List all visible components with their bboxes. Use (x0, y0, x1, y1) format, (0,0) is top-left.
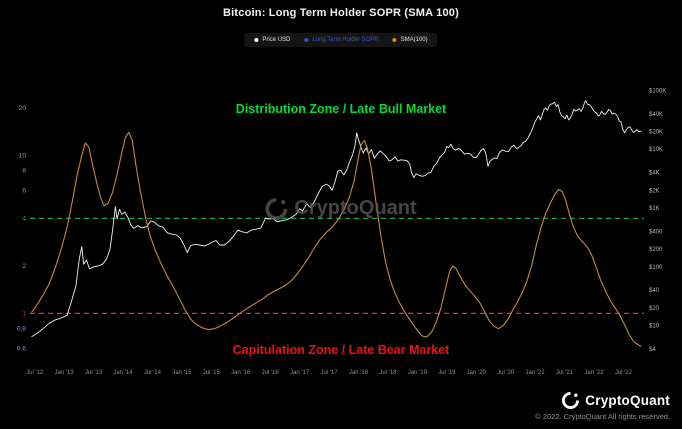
brand-row: CryptoQuant (535, 392, 670, 409)
left-axis-tick-label: 10 (19, 152, 27, 159)
brand-name: CryptoQuant (585, 393, 670, 408)
x-axis-tick-label: Jul '16 (262, 370, 280, 376)
right-axis-tick-label: $2K (649, 188, 660, 194)
x-axis-tick-label: Jan '13 (55, 370, 75, 376)
right-axis-tick-label: $100 (649, 265, 663, 271)
chart-legend: Price USD Long Term Holder SOPR SMA(100) (244, 33, 438, 47)
right-axis-tick-label: $4 (649, 347, 656, 353)
right-axis-tick-label: $400 (649, 229, 663, 235)
capitulation-zone-label: Capitulation Zone / Late Bear Market (232, 343, 450, 357)
x-axis-tick-label: Jan '19 (408, 370, 428, 376)
legend-dot-icon (392, 38, 397, 42)
right-axis-tick-label: $20 (649, 306, 660, 312)
x-axis-tick-label: Jul '20 (497, 370, 515, 376)
x-axis-tick-label: Jan '20 (467, 370, 487, 376)
x-axis-tick-label: Jul '21 (556, 370, 574, 376)
legend-dot-icon (304, 38, 309, 42)
x-axis-tick-label: Jan '22 (584, 370, 604, 376)
right-axis-tick-label: $200 (649, 247, 663, 253)
x-axis-tick-label: Jul '14 (144, 370, 162, 376)
right-axis-tick-label: $4K (649, 171, 660, 177)
left-axis-tick-label: 4 (22, 215, 26, 222)
left-axis-tick-label: 6 (22, 188, 26, 195)
x-axis-tick-label: Jul '12 (26, 370, 44, 376)
x-axis-tick-label: Jan '14 (113, 370, 133, 376)
sma-100-line (31, 131, 642, 347)
x-axis-tick-label: Jan '18 (349, 370, 369, 376)
x-axis-tick-label: Jul '15 (203, 370, 221, 376)
legend-label: Long Term Holder SOPR (312, 37, 379, 43)
right-axis-tick-label: $100K (649, 88, 666, 94)
x-axis-tick-label: Jan '15 (172, 370, 192, 376)
x-axis-tick-label: Jul '19 (438, 370, 456, 376)
left-axis-tick-label: 0.6 (17, 346, 26, 353)
legend-item-sma-100[interactable]: SMA(100) (392, 37, 428, 43)
x-axis-tick-label: Jul '17 (321, 370, 339, 376)
x-axis-tick-label: Jan '21 (526, 370, 546, 376)
x-axis-tick-label: Jan '16 (231, 370, 251, 376)
right-axis-tick-label: $10K (649, 147, 663, 153)
legend-item-long-term-holder-sopr[interactable]: Long Term Holder SOPR (304, 37, 379, 43)
x-axis-tick-label: Jul '22 (615, 370, 633, 376)
chart-title: Bitcoin: Long Term Holder SOPR (SMA 100) (223, 7, 459, 19)
right-axis-tick-label: $20K (649, 130, 663, 136)
left-axis-tick-label: 20 (19, 105, 27, 112)
x-axis-tick-label: Jul '18 (379, 370, 397, 376)
legend-dot-icon (254, 38, 259, 42)
right-axis-tick-label: $40K (649, 112, 663, 118)
distribution-zone-label: Distribution Zone / Late Bull Market (235, 102, 447, 116)
legend-item-price-usd[interactable]: Price USD (254, 37, 290, 43)
left-axis-tick-label: 1 (22, 310, 26, 317)
left-axis-tick-label: 2 (22, 263, 26, 270)
left-axis-tick-label: 0.8 (17, 326, 26, 333)
footer: CryptoQuant © 2022. CryptoQuant All righ… (535, 392, 670, 421)
right-axis-tick-label: $40 (649, 288, 660, 294)
copyright-text: © 2022. CryptoQuant All rights reserved. (535, 412, 670, 421)
x-axis-tick-label: Jan '17 (290, 370, 310, 376)
right-axis-tick-label: $10 (649, 324, 660, 330)
price-usd-line (31, 100, 642, 338)
x-axis-tick-label: Jul '13 (85, 370, 103, 376)
cryptoquant-logo-icon (562, 392, 580, 409)
legend-label: SMA(100) (400, 37, 428, 43)
legend-label: Price USD (262, 37, 291, 43)
right-axis-tick-label: $1K (649, 206, 660, 212)
left-axis-tick-label: 8 (22, 168, 26, 175)
